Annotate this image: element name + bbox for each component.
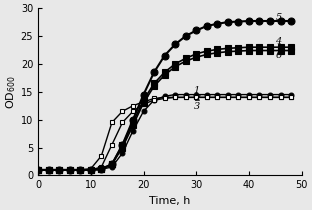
- Text: 1: 1: [193, 86, 200, 95]
- Text: 4: 4: [275, 37, 281, 46]
- Y-axis label: OD$_{600}$: OD$_{600}$: [4, 75, 18, 109]
- X-axis label: Time, h: Time, h: [149, 196, 191, 206]
- Text: 5: 5: [275, 13, 281, 22]
- Text: 3: 3: [193, 102, 200, 111]
- Text: 6: 6: [275, 51, 281, 60]
- Text: 2: 2: [193, 94, 200, 103]
